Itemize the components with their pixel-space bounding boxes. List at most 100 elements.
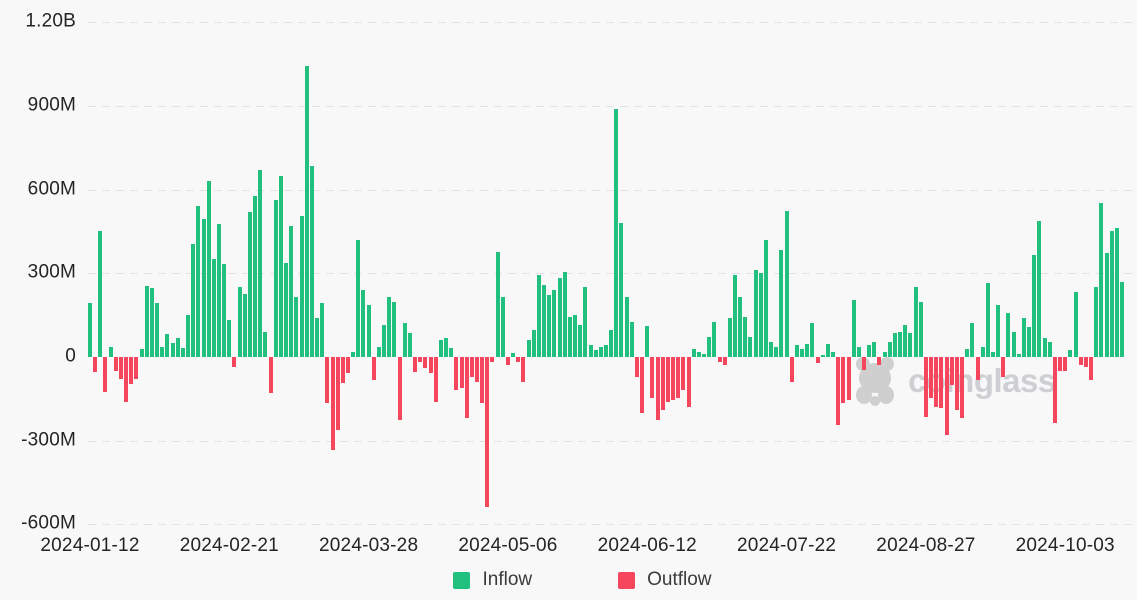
bar-inflow[interactable] <box>733 275 737 357</box>
bar-outflow[interactable] <box>789 357 794 382</box>
bar-outflow[interactable] <box>836 357 841 425</box>
bar-outflow[interactable] <box>397 357 402 420</box>
bar-inflow[interactable] <box>573 315 578 357</box>
bar-inflow[interactable] <box>624 297 629 357</box>
bar-inflow[interactable] <box>278 175 283 357</box>
bar-inflow[interactable] <box>294 297 299 357</box>
bar-inflow[interactable] <box>273 200 278 357</box>
bar-inflow[interactable] <box>320 303 325 357</box>
bar-outflow[interactable] <box>433 357 438 402</box>
bar-inflow[interactable] <box>500 297 505 357</box>
bar-outflow[interactable] <box>939 357 944 408</box>
bar-inflow[interactable] <box>366 305 371 357</box>
bar-outflow[interactable] <box>103 357 108 392</box>
bar-outflow[interactable] <box>93 357 98 373</box>
bar-inflow[interactable] <box>211 258 216 357</box>
bar-inflow[interactable] <box>170 343 175 357</box>
bar-outflow[interactable] <box>124 357 129 402</box>
bar-inflow[interactable] <box>645 326 650 357</box>
bar-inflow[interactable] <box>825 343 830 357</box>
bar-inflow[interactable] <box>1094 287 1099 357</box>
bar-inflow[interactable] <box>299 215 304 357</box>
legend-item-outflow[interactable]: Outflow <box>618 569 712 591</box>
bar-inflow[interactable] <box>180 348 185 357</box>
bar-inflow[interactable] <box>536 275 541 357</box>
bar-inflow[interactable] <box>237 286 242 357</box>
bar-outflow[interactable] <box>954 357 959 410</box>
bar-outflow[interactable] <box>413 357 418 373</box>
bar-outflow[interactable] <box>459 357 464 388</box>
bar-inflow[interactable] <box>247 211 252 357</box>
bar-outflow[interactable] <box>949 357 954 385</box>
bar-inflow[interactable] <box>903 325 908 357</box>
bar-inflow[interactable] <box>1006 313 1011 357</box>
bar-inflow[interactable] <box>1027 327 1032 357</box>
bar-outflow[interactable] <box>454 357 459 390</box>
bar-inflow[interactable] <box>351 351 356 357</box>
bar-inflow[interactable] <box>552 290 557 357</box>
bar-inflow[interactable] <box>851 300 856 357</box>
bar-outflow[interactable] <box>717 357 722 363</box>
bar-inflow[interactable] <box>144 285 149 357</box>
bar-outflow[interactable] <box>371 357 376 380</box>
bar-inflow[interactable] <box>820 355 825 357</box>
bar-outflow[interactable] <box>475 357 479 382</box>
bar-inflow[interactable] <box>217 223 221 357</box>
bar-inflow[interactable] <box>985 283 990 357</box>
bar-outflow[interactable] <box>929 357 934 398</box>
bar-inflow[interactable] <box>918 302 923 357</box>
bar-outflow[interactable] <box>640 357 645 413</box>
bar-inflow[interactable] <box>88 302 92 357</box>
bar-inflow[interactable] <box>206 180 211 357</box>
bar-inflow[interactable] <box>702 353 707 357</box>
bar-outflow[interactable] <box>1052 357 1057 423</box>
bar-inflow[interactable] <box>98 231 103 357</box>
bar-inflow[interactable] <box>1047 341 1052 357</box>
bar-inflow[interactable] <box>779 250 784 357</box>
bar-outflow[interactable] <box>877 357 882 366</box>
bar-inflow[interactable] <box>175 338 180 357</box>
bar-inflow[interactable] <box>691 348 696 357</box>
bar-inflow[interactable] <box>712 322 717 357</box>
bar-inflow[interactable] <box>438 340 443 357</box>
bar-inflow[interactable] <box>284 263 289 357</box>
bar-outflow[interactable] <box>671 357 676 400</box>
bar-outflow[interactable] <box>1001 357 1006 377</box>
bar-inflow[interactable] <box>614 108 619 357</box>
bar-inflow[interactable] <box>407 333 412 357</box>
bar-outflow[interactable] <box>428 357 433 373</box>
bar-outflow[interactable] <box>862 357 866 370</box>
bar-inflow[interactable] <box>402 323 407 357</box>
bar-inflow[interactable] <box>800 348 805 357</box>
bar-inflow[interactable] <box>511 352 516 357</box>
bar-inflow[interactable] <box>562 272 567 357</box>
bar-inflow[interactable] <box>753 270 758 357</box>
bar-inflow[interactable] <box>376 346 381 357</box>
bar-inflow[interactable] <box>588 345 593 357</box>
bar-inflow[interactable] <box>542 285 547 357</box>
bar-inflow[interactable] <box>449 348 454 357</box>
bar-inflow[interactable] <box>531 330 536 357</box>
bar-inflow[interactable] <box>965 348 970 357</box>
bar-inflow[interactable] <box>1104 253 1109 357</box>
bar-outflow[interactable] <box>846 357 851 400</box>
bar-outflow[interactable] <box>134 357 139 380</box>
bar-inflow[interactable] <box>696 351 701 357</box>
bar-outflow[interactable] <box>923 357 928 417</box>
bar-outflow[interactable] <box>1083 357 1088 368</box>
bar-inflow[interactable] <box>707 337 712 357</box>
bar-outflow[interactable] <box>841 357 846 403</box>
bar-outflow[interactable] <box>325 357 330 403</box>
bar-inflow[interactable] <box>222 263 227 357</box>
bar-outflow[interactable] <box>655 357 660 420</box>
bar-inflow[interactable] <box>1073 292 1078 357</box>
bar-inflow[interactable] <box>309 165 314 357</box>
bar-inflow[interactable] <box>361 290 366 357</box>
bar-inflow[interactable] <box>604 345 608 357</box>
bar-outflow[interactable] <box>650 357 655 398</box>
bar-inflow[interactable] <box>1099 202 1104 357</box>
bar-outflow[interactable] <box>934 357 939 407</box>
bar-inflow[interactable] <box>567 317 572 357</box>
bar-outflow[interactable] <box>232 357 237 367</box>
bar-inflow[interactable] <box>758 273 763 357</box>
